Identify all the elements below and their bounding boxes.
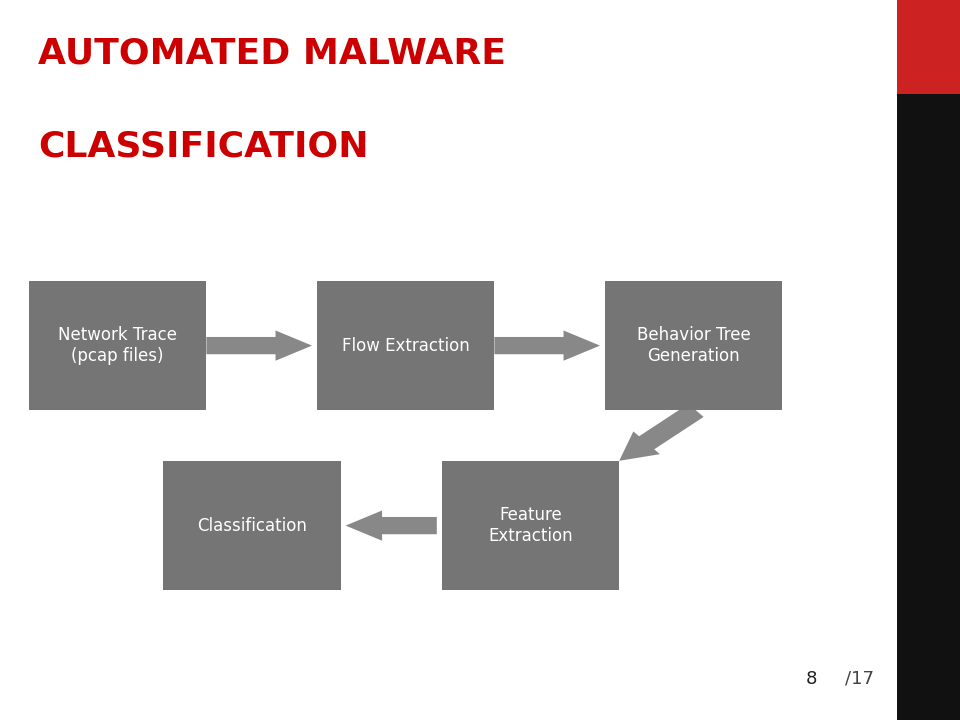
FancyArrow shape (346, 510, 437, 541)
FancyArrow shape (206, 330, 312, 361)
FancyBboxPatch shape (317, 281, 494, 410)
Text: Behavior Tree
Generation: Behavior Tree Generation (636, 326, 751, 365)
Text: Flow Extraction: Flow Extraction (342, 336, 469, 354)
Text: Feature
Extraction: Feature Extraction (488, 506, 573, 545)
FancyBboxPatch shape (29, 281, 206, 410)
Text: CLASSIFICATION: CLASSIFICATION (38, 130, 369, 163)
Text: Network Trace
(pcap files): Network Trace (pcap files) (59, 326, 177, 365)
Bar (897, 0, 960, 94)
FancyArrow shape (619, 404, 704, 461)
FancyBboxPatch shape (605, 281, 782, 410)
Text: /17: /17 (845, 670, 874, 688)
Text: 8: 8 (805, 670, 817, 688)
FancyBboxPatch shape (442, 461, 619, 590)
Text: Classification: Classification (197, 517, 307, 534)
FancyBboxPatch shape (163, 461, 341, 590)
FancyArrow shape (494, 330, 600, 361)
Bar (897, 94, 960, 720)
Text: AUTOMATED MALWARE: AUTOMATED MALWARE (38, 36, 507, 70)
